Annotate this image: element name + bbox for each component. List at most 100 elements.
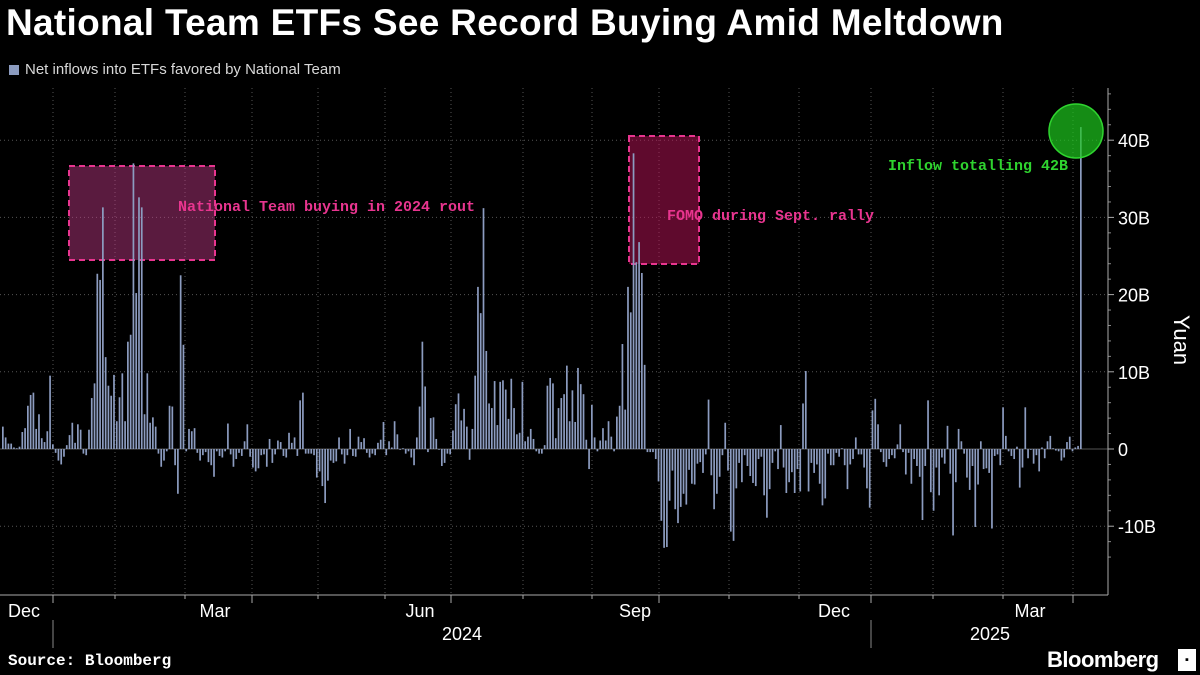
bar (357, 436, 360, 449)
bar (160, 449, 163, 467)
bar (607, 421, 610, 449)
bar (99, 279, 101, 449)
bar (485, 350, 488, 449)
legend: Net inflows into ETFs favored by Nationa… (9, 61, 341, 78)
bar (427, 449, 429, 453)
bar (463, 408, 465, 449)
bar (824, 449, 827, 499)
bar (563, 394, 565, 449)
bar (349, 428, 351, 449)
bar (677, 449, 679, 524)
bar (382, 421, 385, 449)
bar (999, 449, 1002, 466)
bar (79, 429, 82, 449)
bar (479, 313, 482, 449)
bar (124, 421, 126, 449)
bar (702, 449, 704, 473)
bar (452, 430, 454, 449)
bar (304, 449, 307, 454)
legend-swatch (9, 64, 19, 75)
bar (224, 449, 226, 452)
bar (927, 400, 929, 449)
bar (190, 431, 193, 449)
bar (446, 449, 449, 454)
bar (274, 449, 276, 455)
bar (327, 449, 329, 481)
bar (135, 293, 138, 449)
bar (699, 449, 702, 463)
bar (235, 449, 238, 460)
bar (379, 439, 382, 449)
bar (52, 444, 54, 449)
bar (252, 449, 254, 468)
bar (799, 449, 802, 492)
bar (582, 394, 585, 449)
bar (185, 449, 188, 452)
bar (1049, 435, 1052, 449)
bar (638, 242, 640, 449)
bar (343, 449, 346, 464)
bar (760, 449, 763, 457)
bar (377, 442, 379, 449)
bar (1071, 449, 1074, 452)
bar (302, 392, 304, 449)
bar (979, 441, 982, 449)
bar (674, 449, 677, 510)
bar (429, 418, 432, 449)
bar (804, 371, 807, 449)
bar (346, 449, 349, 456)
bar (629, 312, 632, 449)
bar (710, 449, 713, 476)
bar (168, 405, 171, 449)
bar (552, 383, 554, 449)
bar (2, 426, 4, 449)
bar (7, 443, 10, 449)
bar (1010, 449, 1013, 456)
bar (735, 449, 738, 489)
bar (907, 449, 910, 453)
bar (838, 449, 840, 457)
bar (307, 449, 310, 454)
bar (49, 375, 51, 449)
bar (871, 410, 874, 449)
bar (1041, 447, 1043, 449)
bar (415, 437, 418, 449)
bar (568, 421, 571, 449)
bar (215, 449, 218, 452)
bar (410, 449, 413, 458)
bar (424, 386, 427, 449)
bar (532, 438, 535, 449)
bar (646, 449, 649, 453)
bar (404, 449, 407, 454)
bar (918, 449, 921, 477)
bar (402, 448, 404, 450)
bar (493, 381, 496, 449)
bar (1060, 449, 1063, 461)
bars (2, 127, 1082, 548)
bar (196, 449, 199, 453)
bar (271, 449, 274, 463)
bar (602, 428, 604, 449)
bar (738, 449, 740, 463)
bar (149, 422, 151, 449)
bar (577, 367, 579, 449)
bar (24, 428, 26, 449)
bar (1004, 435, 1007, 449)
bar (515, 434, 518, 449)
bar (68, 435, 71, 449)
bar (121, 373, 124, 449)
bar (679, 449, 682, 507)
bar (885, 449, 888, 467)
bar (238, 449, 240, 453)
bar (57, 449, 60, 461)
bar (893, 449, 896, 459)
bar (74, 442, 76, 449)
bar (879, 449, 882, 453)
bar (1024, 407, 1027, 449)
bar (685, 449, 688, 505)
bar (182, 344, 185, 449)
bar (329, 449, 332, 461)
bar (935, 449, 938, 468)
